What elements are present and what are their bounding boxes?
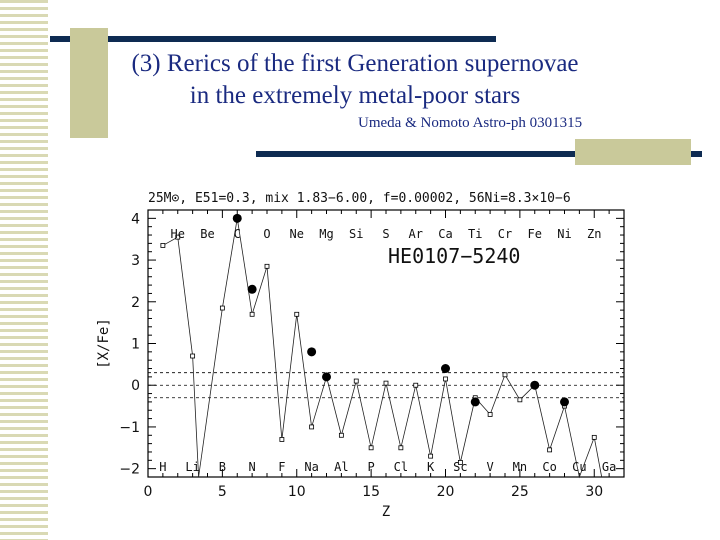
plot-frame bbox=[147, 209, 625, 478]
element-label-bottom: V bbox=[487, 460, 494, 474]
y-tick-label: 0 bbox=[131, 378, 140, 394]
x-axis-label: Z bbox=[382, 504, 390, 520]
y-tick-label: −2 bbox=[119, 462, 140, 478]
model-point bbox=[487, 412, 493, 417]
element-label-bottom: Co bbox=[542, 460, 556, 474]
element-label-top: Mg bbox=[319, 227, 333, 241]
element-label-bottom: Sc bbox=[453, 460, 467, 474]
observed-point bbox=[307, 347, 317, 357]
x-tick-label: 20 bbox=[437, 484, 455, 500]
model-point bbox=[249, 311, 255, 317]
y-tick-label: 4 bbox=[131, 211, 140, 227]
model-point bbox=[309, 424, 315, 430]
x-tick-label: 15 bbox=[362, 484, 380, 500]
observed-point bbox=[441, 364, 450, 374]
x-tick-label: 30 bbox=[585, 484, 603, 500]
slide-title-line1: (3) Rerics of the first Generation super… bbox=[131, 50, 579, 77]
observed-point bbox=[530, 380, 540, 390]
element-label-bottom: Na bbox=[304, 460, 318, 474]
observed-point bbox=[322, 372, 331, 382]
model-point bbox=[443, 376, 448, 382]
element-label-top: Si bbox=[349, 227, 363, 241]
observed-point bbox=[470, 397, 480, 407]
model-point bbox=[175, 234, 181, 240]
y-tick-label: −1 bbox=[119, 420, 140, 436]
model-line bbox=[162, 218, 603, 479]
element-label-bottom: B bbox=[219, 460, 226, 474]
element-label-bottom: H bbox=[159, 460, 166, 474]
model-point bbox=[413, 382, 419, 388]
element-label-top: Fe bbox=[528, 227, 542, 241]
element-label-top: Be bbox=[200, 227, 214, 241]
element-label-top: S bbox=[382, 227, 389, 241]
element-label-bottom: Ga bbox=[602, 460, 616, 474]
model-point bbox=[502, 372, 508, 378]
model-point bbox=[428, 453, 434, 459]
y-axis-label: [X/Fe] bbox=[96, 318, 112, 369]
element-label-bottom: Mn bbox=[513, 460, 527, 474]
element-label-top: Ar bbox=[409, 227, 423, 241]
element-label-bottom: Cl bbox=[394, 460, 408, 474]
model-point bbox=[383, 380, 389, 386]
star-label: HE0107−5240 bbox=[388, 244, 520, 268]
y-tick-label: 1 bbox=[131, 337, 140, 353]
element-label-top: Zn bbox=[587, 227, 601, 241]
element-label-top: Ti bbox=[468, 227, 482, 241]
model-point bbox=[368, 445, 374, 451]
element-label-top: He bbox=[171, 227, 185, 241]
bottom-rule bbox=[256, 151, 702, 157]
x-tick-label: 25 bbox=[511, 484, 529, 500]
element-label-top: O bbox=[263, 227, 270, 241]
model-point bbox=[591, 434, 597, 440]
model-point bbox=[264, 263, 270, 269]
model-point bbox=[279, 437, 285, 442]
element-label-top: Ca bbox=[438, 227, 452, 241]
top-accent-block bbox=[70, 28, 108, 138]
element-label-bottom: Li bbox=[185, 460, 199, 474]
y-tick-label: 3 bbox=[131, 253, 140, 269]
element-label-bottom: F bbox=[278, 460, 285, 474]
element-label-top: Ne bbox=[290, 227, 304, 241]
top-rule bbox=[50, 36, 496, 42]
element-label-bottom: K bbox=[427, 460, 435, 474]
observed-point bbox=[560, 397, 569, 407]
model-point bbox=[160, 243, 166, 248]
x-tick-label: 10 bbox=[288, 484, 306, 500]
model-point bbox=[219, 305, 225, 311]
element-label-bottom: P bbox=[368, 460, 375, 474]
decorative-stripes bbox=[0, 0, 48, 540]
x-tick-label: 5 bbox=[218, 484, 227, 500]
model-point bbox=[338, 432, 344, 438]
slide-title-line2: in the extremely metal-poor stars bbox=[189, 82, 521, 109]
element-label-bottom: N bbox=[249, 460, 256, 474]
model-point bbox=[353, 378, 359, 384]
model-point bbox=[190, 353, 196, 359]
bottom-accent-block bbox=[575, 139, 691, 165]
element-label-top: Cr bbox=[498, 227, 512, 241]
model-point bbox=[547, 447, 553, 453]
model-point bbox=[517, 397, 523, 403]
observed-point bbox=[247, 284, 257, 294]
slide-credit: Umeda & Nomoto Astro-ph 0301315 bbox=[358, 115, 583, 131]
chart-header: 25M⊙, E51=0.3, mix 1.83−6.00, f=0.00002,… bbox=[148, 191, 571, 206]
observed-point bbox=[232, 213, 242, 223]
element-label-top: C bbox=[234, 227, 241, 241]
y-tick-label: 2 bbox=[131, 295, 140, 311]
model-point bbox=[294, 311, 300, 317]
element-label-bottom: Cu bbox=[572, 460, 586, 474]
x-tick-label: 0 bbox=[144, 484, 153, 500]
model-point bbox=[457, 459, 463, 465]
model-point bbox=[398, 445, 404, 451]
element-label-bottom: Al bbox=[334, 460, 348, 474]
element-label-top: Ni bbox=[557, 227, 571, 241]
